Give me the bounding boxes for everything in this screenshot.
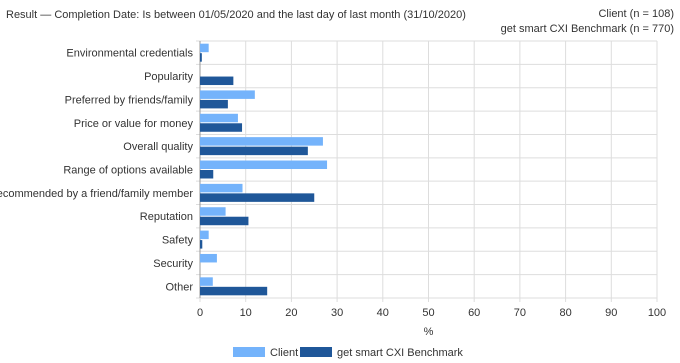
client-count: Client (n = 108) xyxy=(598,8,674,20)
x-tick-label: 20 xyxy=(285,307,297,319)
benchmark-bar xyxy=(200,170,214,179)
category-label: Recommended by a friend/family member xyxy=(0,188,193,200)
client-bar xyxy=(200,160,328,169)
x-tick-label: 60 xyxy=(468,307,480,319)
client-bar xyxy=(200,137,323,146)
benchmark-bar xyxy=(200,76,234,86)
benchmark-bar xyxy=(200,123,243,132)
benchmark-bar xyxy=(200,193,315,202)
legend-swatch-benchmark xyxy=(300,347,332,357)
client-bar xyxy=(200,90,255,99)
result-label: Result xyxy=(6,9,38,21)
category-label: Range of options available xyxy=(63,165,193,177)
category-label: Overall quality xyxy=(123,141,193,153)
client-bar xyxy=(200,113,238,123)
category-label: Safety xyxy=(162,235,194,247)
client-bar xyxy=(200,43,209,53)
category-label: Other xyxy=(165,281,193,293)
client-bar xyxy=(200,230,209,240)
x-tick-label: 0 xyxy=(197,307,203,319)
result-header: Result — Completion Date: Is between 01/… xyxy=(6,9,466,21)
benchmark-bar xyxy=(200,286,268,296)
client-bar xyxy=(200,183,243,193)
client-bar xyxy=(200,207,226,216)
category-label: Preferred by friends/family xyxy=(65,94,194,106)
x-tick-label: 80 xyxy=(559,307,571,319)
x-tick-label: 100 xyxy=(648,307,666,319)
x-tick-label: 90 xyxy=(605,307,617,319)
category-label: Price or value for money xyxy=(74,118,194,130)
legend-label-client: Client xyxy=(270,347,298,359)
header-separator: — xyxy=(40,9,52,21)
category-label: Reputation xyxy=(140,211,193,223)
benchmark-count: get smart CXI Benchmark (n = 770) xyxy=(500,23,674,35)
x-axis-label: % xyxy=(424,326,434,338)
x-tick-label: 30 xyxy=(331,307,343,319)
x-tick-label: 70 xyxy=(514,307,526,319)
client-bar xyxy=(200,277,213,286)
client-bar xyxy=(200,253,217,263)
legend-label-benchmark: get smart CXI Benchmark xyxy=(337,347,463,359)
x-tick-label: 10 xyxy=(240,307,252,319)
benchmark-bar xyxy=(200,53,202,62)
category-label: Security xyxy=(153,258,193,270)
category-label: Environmental credentials xyxy=(66,48,193,60)
x-tick-label: 50 xyxy=(422,307,434,319)
benchmark-bar xyxy=(200,216,249,226)
sample-size-info: Client (n = 108) get smart CXI Benchmark… xyxy=(501,7,674,37)
x-tick-label: 40 xyxy=(377,307,389,319)
benchmark-bar xyxy=(200,146,308,156)
category-label: Popularity xyxy=(144,71,193,83)
benchmark-bar xyxy=(200,240,203,249)
benchmark-bar xyxy=(200,99,228,109)
filter-text: Completion Date: Is between 01/05/2020 a… xyxy=(54,9,466,21)
legend-swatch-client xyxy=(233,347,265,357)
